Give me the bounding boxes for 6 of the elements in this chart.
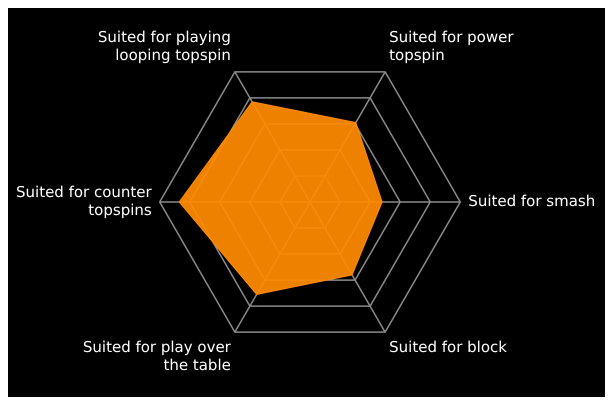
spoke-label: Suited for power topspin [389,28,514,64]
spoke-label: Suited for block [389,338,508,356]
spoke-label: Suited for smash [468,192,596,210]
spoke-label: Suited for play over the table [82,338,232,374]
spoke-label: Suited for counter topspins [16,182,153,219]
spoke-label: Suited for playing looping topspin [98,28,231,64]
